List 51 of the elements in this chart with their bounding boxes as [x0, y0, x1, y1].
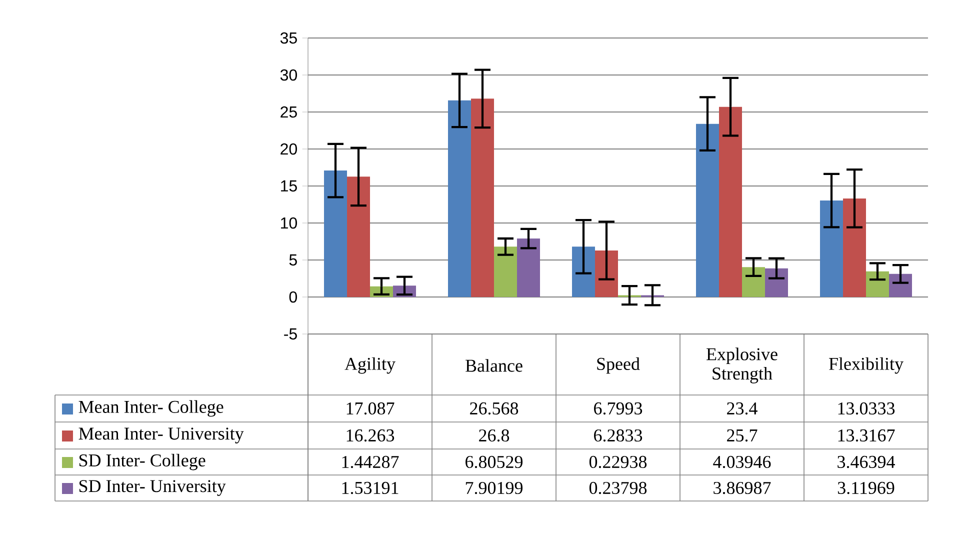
- data-label: 3.11969: [838, 482, 894, 494]
- y-tick-label: 20: [280, 143, 297, 155]
- bar: [719, 106, 742, 297]
- bar: [494, 246, 518, 297]
- x-tick-label: Agility: [344, 357, 396, 374]
- data-label: 17.087: [346, 402, 394, 415]
- bar: [471, 98, 494, 297]
- bar: [765, 268, 788, 297]
- bar: [742, 267, 766, 297]
- y-tick-label: 35: [280, 32, 297, 44]
- y-tick-label: 10: [281, 217, 297, 229]
- data-label: 1.53191: [342, 482, 398, 494]
- data-label: 23.4: [727, 402, 758, 415]
- data-label: 4.03946: [713, 456, 771, 468]
- data-label: 26.8: [479, 429, 510, 442]
- data-label: 0.23798: [589, 482, 647, 494]
- y-tick-label: 0: [289, 291, 297, 303]
- y-tick-label: 5: [289, 254, 297, 266]
- y-tick-label: 30: [280, 69, 297, 81]
- bar: [448, 100, 472, 297]
- data-label: 6.2833: [594, 429, 642, 442]
- y-tick-label: -5: [284, 328, 297, 340]
- y-tick-label: 15: [281, 180, 297, 192]
- data-label: 13.0333: [838, 402, 895, 415]
- data-label: 6.7993: [594, 402, 642, 415]
- x-tick-label: Flexibility: [829, 357, 904, 374]
- data-label: 26.568: [470, 402, 518, 415]
- bar: [843, 198, 866, 297]
- data-label: 1.44287: [342, 456, 399, 468]
- data-label: 3.46394: [838, 456, 895, 468]
- data-label: 16.263: [346, 429, 394, 442]
- bar: [347, 176, 370, 297]
- data-label: 6.80529: [466, 456, 523, 468]
- x-tick-label: Balance: [466, 359, 522, 372]
- legend-label: Mean Inter- University: [78, 428, 244, 444]
- bar: [517, 238, 540, 297]
- legend-label: SD Inter- University: [79, 480, 226, 496]
- bar: [696, 124, 720, 297]
- x-tick-label: Explosive Strength: [706, 348, 778, 384]
- legend-label: SD Inter- College: [79, 454, 206, 470]
- data-label: 0.22938: [589, 456, 647, 468]
- x-tick-label: Speed: [597, 357, 640, 374]
- data-label: 25.7: [727, 429, 758, 442]
- bar: [324, 170, 348, 297]
- bar: [866, 271, 890, 297]
- bar: [820, 200, 844, 297]
- legend-label: Mean Inter- College: [78, 400, 224, 417]
- y-tick-label: 25: [280, 106, 297, 118]
- data-label: 3.86987: [714, 482, 771, 494]
- data-label: 7.90199: [466, 482, 523, 494]
- data-label: 13.3167: [838, 429, 895, 442]
